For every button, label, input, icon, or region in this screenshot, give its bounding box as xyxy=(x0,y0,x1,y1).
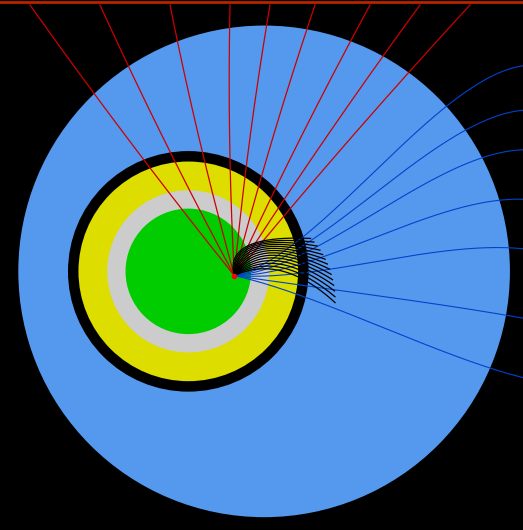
Circle shape xyxy=(18,25,510,517)
Circle shape xyxy=(107,190,269,352)
Circle shape xyxy=(126,209,251,334)
Circle shape xyxy=(68,151,309,392)
Circle shape xyxy=(78,162,298,381)
